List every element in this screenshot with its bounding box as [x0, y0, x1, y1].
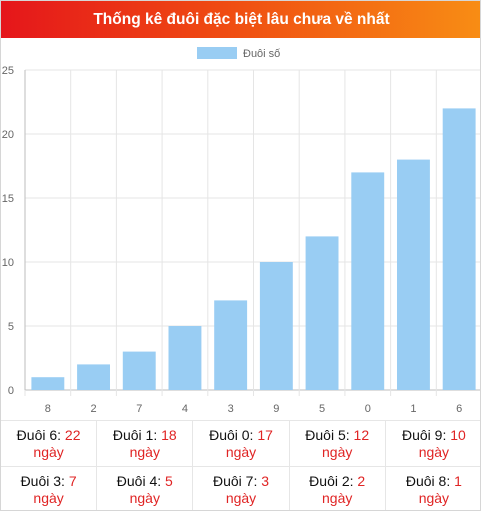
x-tick-label: 5 — [319, 403, 325, 415]
x-tick-label: 2 — [90, 403, 96, 415]
stat-value: 2 — [357, 472, 366, 489]
stats-grid: Đuôi 6: 22 ngày Đuôi 1: 18 ngày Đuôi 0: 17 ng… — [1, 420, 480, 510]
stat-cell: Đuôi 1: 18 ngày — [97, 420, 194, 466]
stat-label: Đuôi 7: — [212, 472, 262, 489]
stat-cell: Đuôi 3: 7 ngày — [1, 466, 98, 510]
x-tick-label: 0 — [365, 403, 371, 415]
stat-unit: ngày — [322, 489, 353, 506]
stat-unit: ngày — [418, 489, 450, 506]
stat-cell: Đuôi 6: 22 ngày — [1, 420, 98, 466]
x-tick-label: 6 — [456, 403, 462, 415]
bar-4 — [168, 326, 202, 390]
stat-unit: ngày — [129, 443, 160, 460]
stat-unit: ngày — [418, 443, 450, 460]
stat-cell: Đuôi 5: 12 ngày — [289, 420, 386, 466]
stat-label: Đuôi 3: — [20, 472, 69, 489]
x-tick-label: 4 — [182, 403, 188, 415]
stat-unit: ngày — [322, 443, 353, 460]
stat-label: Đuôi 8: — [405, 472, 455, 489]
x-tick-label: 1 — [410, 403, 416, 415]
stat-label: Đuôi 0: — [209, 426, 258, 443]
x-tick-label: 7 — [136, 403, 142, 415]
stat-value: 18 — [161, 426, 177, 443]
stat-value: 7 — [68, 472, 77, 489]
x-tick-label: 3 — [228, 403, 234, 415]
stat-unit: ngày — [33, 443, 64, 460]
stat-value: 22 — [64, 426, 81, 443]
y-tick-label: 10 — [2, 257, 14, 269]
stat-label: Đuôi 6: — [16, 426, 65, 443]
bar-3 — [214, 300, 248, 390]
stat-value: 12 — [353, 426, 370, 443]
y-tick-label: 25 — [2, 65, 14, 77]
stat-cell: Đuôi 7: 3 ngày — [193, 466, 290, 510]
bar-chart: Đuôi số 0 5 10 15 20 25 8 2 7 4 3 9 5 0 1 6 — [2, 47, 480, 415]
legend-swatch — [197, 47, 237, 59]
page-title: Thống kê đuôi đặc biệt lâu chưa về nhất — [1, 1, 480, 38]
bar-9 — [259, 262, 293, 390]
x-tick-label: 8 — [45, 403, 51, 415]
stat-unit: ngày — [225, 443, 257, 460]
stat-unit: ngày — [129, 489, 160, 506]
bar-0 — [351, 172, 385, 390]
bar-5 — [305, 236, 339, 390]
legend-label: Đuôi số — [243, 48, 280, 60]
stat-value: 10 — [450, 426, 466, 443]
stat-label: Đuôi 1: — [112, 426, 162, 443]
y-tick-label: 15 — [2, 193, 14, 205]
stat-value: 3 — [261, 472, 270, 489]
stat-value: 1 — [454, 472, 462, 489]
stat-unit: ngày — [33, 489, 64, 506]
bar-6 — [442, 108, 476, 391]
x-tick-label: 9 — [273, 403, 279, 415]
stat-cell: Đuôi 0: 17 ngày — [193, 420, 290, 466]
stat-cell: Đuôi 4: 5 ngày — [97, 466, 194, 510]
stat-cell: Đuôi 8: 1 ngày — [385, 466, 480, 510]
stat-label: Đuôi 2: — [309, 472, 358, 489]
y-tick-label: 5 — [8, 321, 14, 333]
stat-cell: Đuôi 9: 10 ngày — [385, 420, 480, 466]
stat-cell: Đuôi 2: 2 ngày — [289, 466, 386, 510]
stat-label: Đuôi 5: — [305, 426, 354, 443]
stat-label: Đuôi 4: — [116, 472, 166, 489]
bar-2 — [77, 364, 111, 390]
y-tick-label: 0 — [8, 385, 14, 397]
bar-1 — [396, 159, 430, 390]
y-tick-label: 20 — [2, 129, 14, 141]
stat-value: 17 — [257, 426, 273, 443]
stat-unit: ngày — [225, 489, 257, 506]
bar-8 — [31, 377, 65, 390]
bar-7 — [122, 351, 156, 390]
stat-label: Đuôi 9: — [401, 426, 451, 443]
stat-value: 5 — [165, 472, 173, 489]
